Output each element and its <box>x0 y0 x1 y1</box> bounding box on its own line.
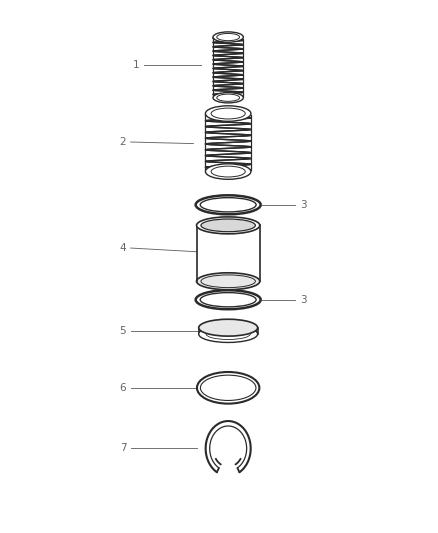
Ellipse shape <box>200 198 255 212</box>
Ellipse shape <box>212 32 243 42</box>
Ellipse shape <box>198 319 257 336</box>
Ellipse shape <box>200 293 255 307</box>
Ellipse shape <box>205 106 251 122</box>
Text: 1: 1 <box>132 60 139 70</box>
Ellipse shape <box>198 326 257 342</box>
Ellipse shape <box>196 273 259 290</box>
Polygon shape <box>215 37 240 98</box>
Ellipse shape <box>205 164 251 179</box>
Text: 4: 4 <box>120 243 126 253</box>
Text: 7: 7 <box>120 443 126 454</box>
Text: 3: 3 <box>299 295 306 305</box>
Ellipse shape <box>200 375 255 400</box>
Ellipse shape <box>212 93 243 103</box>
Text: 6: 6 <box>120 383 126 393</box>
Text: 5: 5 <box>120 326 126 336</box>
Ellipse shape <box>196 217 259 234</box>
Ellipse shape <box>201 219 255 232</box>
Text: 2: 2 <box>120 137 126 147</box>
Polygon shape <box>207 114 248 172</box>
Polygon shape <box>196 225 259 281</box>
Text: 3: 3 <box>299 200 306 210</box>
